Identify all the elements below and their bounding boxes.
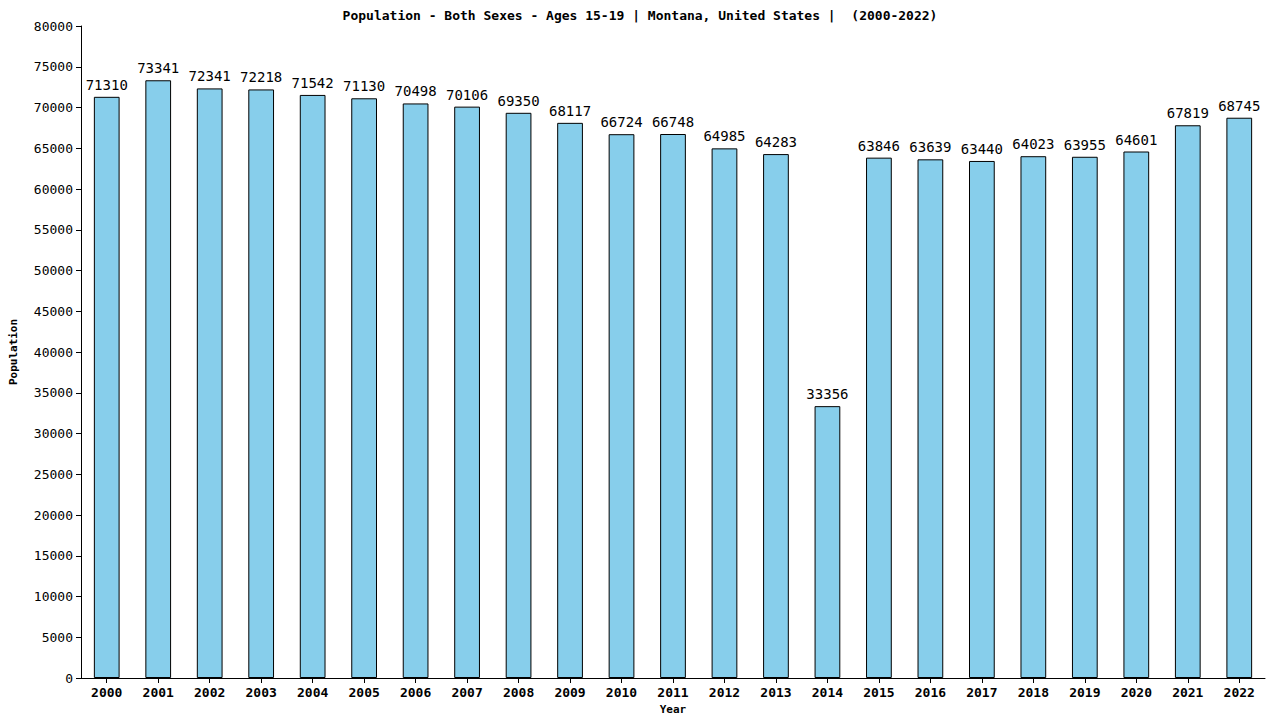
svg-text:30000: 30000 bbox=[34, 426, 73, 441]
svg-text:73341: 73341 bbox=[137, 60, 179, 76]
svg-text:64023: 64023 bbox=[1012, 136, 1054, 152]
svg-text:70106: 70106 bbox=[446, 87, 488, 103]
svg-text:64601: 64601 bbox=[1115, 132, 1157, 148]
svg-text:Population: Population bbox=[7, 319, 20, 385]
svg-text:71130: 71130 bbox=[343, 78, 385, 94]
svg-text:2008: 2008 bbox=[503, 685, 534, 700]
svg-text:2011: 2011 bbox=[657, 685, 688, 700]
svg-text:2012: 2012 bbox=[709, 685, 740, 700]
svg-text:70000: 70000 bbox=[34, 100, 73, 115]
svg-text:63955: 63955 bbox=[1064, 137, 1106, 153]
svg-text:45000: 45000 bbox=[34, 304, 73, 319]
svg-text:35000: 35000 bbox=[34, 385, 73, 400]
svg-text:66748: 66748 bbox=[652, 114, 694, 130]
svg-text:2010: 2010 bbox=[606, 685, 637, 700]
svg-text:2019: 2019 bbox=[1069, 685, 1100, 700]
svg-text:2014: 2014 bbox=[812, 685, 843, 700]
svg-text:2015: 2015 bbox=[863, 685, 894, 700]
svg-text:2001: 2001 bbox=[143, 685, 174, 700]
svg-text:2005: 2005 bbox=[348, 685, 379, 700]
svg-text:69350: 69350 bbox=[497, 93, 539, 109]
svg-text:2007: 2007 bbox=[451, 685, 482, 700]
svg-text:63639: 63639 bbox=[909, 139, 951, 155]
svg-text:55000: 55000 bbox=[34, 222, 73, 237]
svg-text:0: 0 bbox=[65, 671, 73, 686]
svg-text:Year: Year bbox=[660, 703, 687, 716]
svg-text:2003: 2003 bbox=[246, 685, 277, 700]
svg-text:80000: 80000 bbox=[34, 19, 73, 34]
svg-text:2020: 2020 bbox=[1121, 685, 1152, 700]
svg-text:2018: 2018 bbox=[1018, 685, 1049, 700]
svg-text:2017: 2017 bbox=[966, 685, 997, 700]
svg-text:25000: 25000 bbox=[34, 467, 73, 482]
svg-text:68117: 68117 bbox=[549, 103, 591, 119]
svg-text:72341: 72341 bbox=[189, 68, 231, 84]
svg-text:71542: 71542 bbox=[292, 75, 334, 91]
svg-text:63440: 63440 bbox=[961, 141, 1003, 157]
svg-text:2016: 2016 bbox=[915, 685, 946, 700]
svg-text:2006: 2006 bbox=[400, 685, 431, 700]
svg-text:15000: 15000 bbox=[34, 548, 73, 563]
svg-text:64283: 64283 bbox=[755, 134, 797, 150]
svg-text:64985: 64985 bbox=[703, 128, 745, 144]
svg-text:10000: 10000 bbox=[34, 589, 73, 604]
svg-text:75000: 75000 bbox=[34, 59, 73, 74]
svg-text:72218: 72218 bbox=[240, 69, 282, 85]
svg-text:33356: 33356 bbox=[806, 386, 848, 402]
svg-text:68745: 68745 bbox=[1218, 98, 1260, 114]
svg-text:67819: 67819 bbox=[1167, 105, 1209, 121]
svg-text:20000: 20000 bbox=[34, 508, 73, 523]
svg-text:2004: 2004 bbox=[297, 685, 328, 700]
svg-text:66724: 66724 bbox=[600, 114, 642, 130]
svg-text:2021: 2021 bbox=[1172, 685, 1203, 700]
svg-text:Population - Both Sexes - Ages: Population - Both Sexes - Ages 15-19 | M… bbox=[343, 8, 938, 23]
svg-text:2013: 2013 bbox=[760, 685, 791, 700]
svg-text:50000: 50000 bbox=[34, 263, 73, 278]
svg-text:65000: 65000 bbox=[34, 141, 73, 156]
svg-text:2009: 2009 bbox=[554, 685, 585, 700]
svg-text:71310: 71310 bbox=[86, 77, 128, 93]
svg-text:2002: 2002 bbox=[194, 685, 225, 700]
svg-text:2000: 2000 bbox=[91, 685, 122, 700]
svg-text:70498: 70498 bbox=[395, 83, 437, 99]
svg-text:2022: 2022 bbox=[1224, 685, 1255, 700]
svg-text:40000: 40000 bbox=[34, 345, 73, 360]
svg-text:5000: 5000 bbox=[42, 630, 73, 645]
svg-text:60000: 60000 bbox=[34, 182, 73, 197]
svg-text:63846: 63846 bbox=[858, 138, 900, 154]
